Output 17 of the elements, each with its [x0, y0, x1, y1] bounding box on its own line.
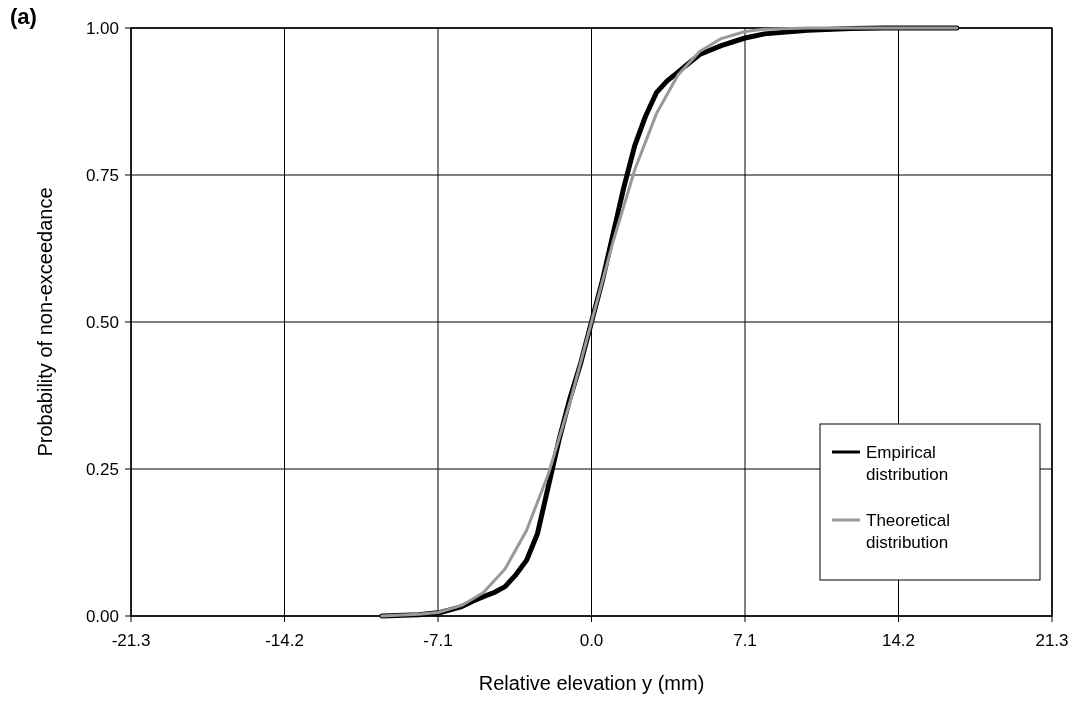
y-tick-label: 1.00 [85, 19, 119, 38]
x-axis-title: Relative elevation y (mm) [478, 672, 705, 694]
legend-label: Theoretical distribution [866, 511, 951, 552]
x-tick-label: -21.3 [111, 631, 151, 650]
x-tick-label: -7.1 [423, 631, 453, 650]
x-tick-label: 0.0 [579, 631, 604, 650]
x-tick-label: 7.1 [733, 631, 757, 650]
y-tick-label: 0.50 [85, 313, 119, 332]
chart-title: (a) [10, 4, 37, 29]
x-tick-label: -14.2 [265, 631, 304, 650]
y-tick-label: 0.75 [85, 166, 119, 185]
x-tick-label: 14.2 [881, 631, 916, 650]
x-tick-label: 21.3 [1035, 631, 1069, 650]
y-tick-label: 0.00 [85, 607, 119, 626]
y-tick-label: 0.25 [85, 460, 119, 479]
y-axis-title: Probability of non-exceedance [34, 187, 56, 457]
legend-label: Empirical distribution [866, 443, 949, 484]
